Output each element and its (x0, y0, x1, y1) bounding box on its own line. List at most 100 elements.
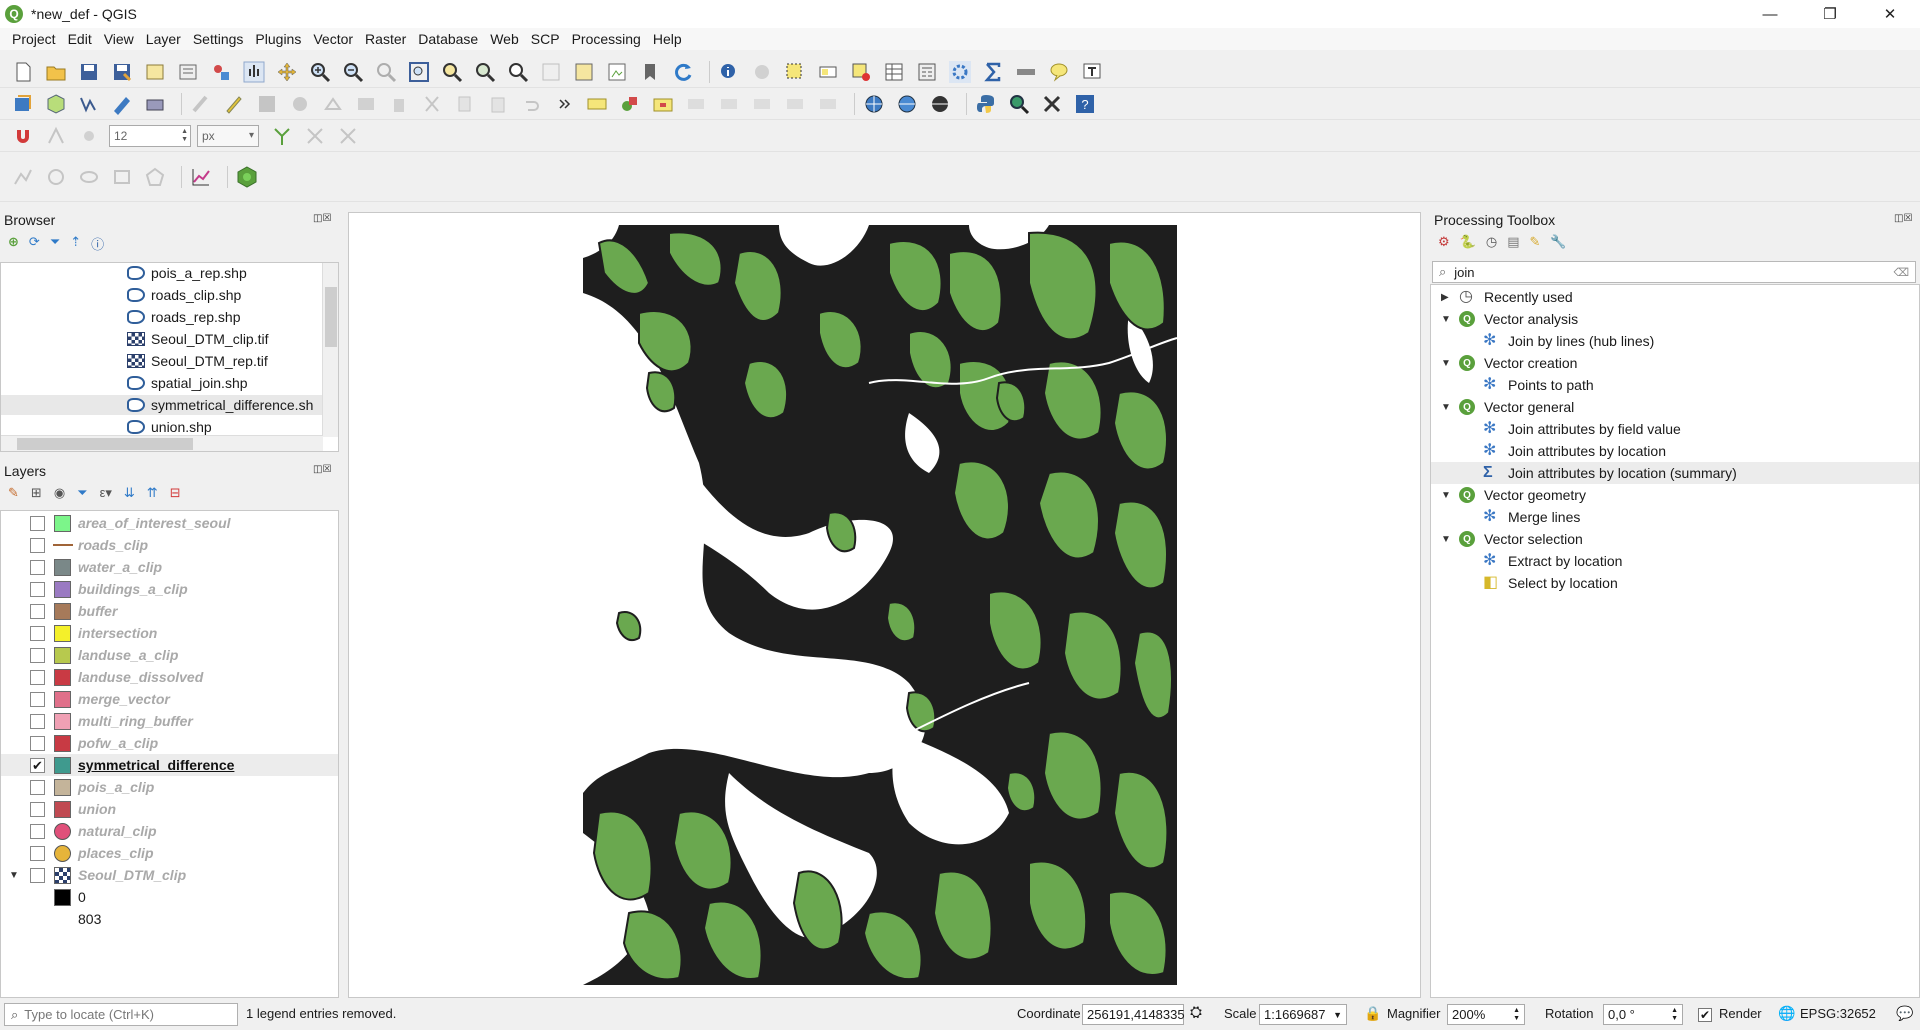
statistics-sigma-icon[interactable] (980, 59, 1006, 85)
browser-item[interactable]: spatial_join.shp (127, 373, 248, 393)
zoom-to-selection-icon[interactable] (439, 59, 465, 85)
layer-visibility-checkbox[interactable] (30, 603, 45, 619)
rotation-spinbox[interactable]: 0,0 ° ▲ ▼ (1603, 1004, 1683, 1025)
search-tool-icon[interactable] (1006, 91, 1032, 117)
collapse-all-layers-icon[interactable]: ⇈ (146, 485, 158, 500)
processing-algorithm-row[interactable]: ✻ Merge lines (1431, 506, 1919, 528)
layer-row[interactable]: landuse_a_clip (1, 644, 338, 666)
menu-plugins[interactable]: Plugins (255, 31, 302, 47)
layer-visibility-checkbox[interactable] (30, 647, 45, 663)
map-tips-icon[interactable] (1046, 59, 1072, 85)
processing-algorithm-row[interactable]: ✻ Points to path (1431, 374, 1919, 396)
browser-item[interactable]: Seoul_DTM_clip.tif (127, 329, 269, 349)
processing-group-row[interactable]: ▼ Q Vector general (1431, 396, 1919, 418)
rotate-label-icon[interactable] (782, 91, 808, 117)
filter-expression-icon[interactable]: ε▾ (99, 485, 112, 500)
map-canvas[interactable] (348, 212, 1421, 998)
processing-group-row[interactable]: ▼ Q Vector analysis (1431, 308, 1919, 330)
add-selected-icon[interactable]: ⊕ (8, 234, 19, 249)
layer-visibility-checkbox[interactable] (30, 801, 45, 817)
add-line-icon[interactable] (10, 164, 36, 190)
layer-row[interactable]: union (1, 798, 338, 820)
zoom-next-icon[interactable] (571, 59, 597, 85)
magnifier-spinbox[interactable]: 200% ▲ ▼ (1447, 1004, 1525, 1025)
add-wms-icon[interactable] (861, 91, 887, 117)
results-viewer-icon[interactable]: ▤ (1507, 234, 1520, 249)
help-icon[interactable]: ? (1072, 91, 1098, 117)
topological-editing-icon[interactable] (269, 123, 295, 149)
zoom-to-layer-icon[interactable] (472, 59, 498, 85)
layer-row[interactable]: places_clip (1, 842, 338, 864)
edit-features-in-place-icon[interactable]: ✎ (1529, 234, 1541, 249)
select-features-icon[interactable] (782, 59, 808, 85)
layer-visibility-checkbox[interactable] (30, 559, 45, 575)
layer-visibility-checkbox[interactable] (30, 537, 45, 553)
toggle-extents-icon[interactable]: ⛭ (1190, 1004, 1203, 1021)
dropdown-arrow-icon[interactable]: ▼ (1333, 1009, 1342, 1020)
pan-to-selection-icon[interactable] (274, 59, 300, 85)
new-project-icon[interactable] (10, 59, 36, 85)
snapping-magnet-icon[interactable] (10, 123, 36, 149)
browser-item-selected[interactable]: symmetrical_difference.sh (1, 395, 323, 415)
layer-visibility-checkbox[interactable] (30, 735, 45, 751)
expand-arrow-icon[interactable]: ▼ (1441, 357, 1451, 369)
intersection-snap-icon[interactable] (302, 123, 328, 149)
layer-visibility-checkbox[interactable] (30, 581, 45, 597)
zoom-rubber-icon[interactable] (373, 59, 399, 85)
measure-icon[interactable] (1013, 59, 1039, 85)
current-edits-icon[interactable] (188, 91, 214, 117)
layer-row[interactable]: buffer (1, 600, 338, 622)
more-tools-icon[interactable] (551, 91, 577, 117)
zoom-native-icon[interactable] (505, 59, 531, 85)
expand-arrow-icon[interactable]: ▼ (1441, 533, 1451, 545)
new-virtual-layer-icon[interactable] (142, 91, 168, 117)
crs-globe-icon[interactable]: 🌐 (1778, 1005, 1796, 1021)
browser-item[interactable]: union.shp (127, 417, 212, 437)
actions-icon[interactable] (749, 59, 775, 85)
semi-automatic-classification-icon[interactable] (234, 164, 260, 190)
spin-arrows-icon[interactable]: ▲ ▼ (1513, 1006, 1520, 1022)
layer-row-active[interactable]: ✔ symmetrical_difference (1, 754, 338, 776)
processing-algorithm-row[interactable]: ✻ Join by lines (hub lines) (1431, 330, 1919, 352)
move-label-icon[interactable] (749, 91, 775, 117)
copy-icon[interactable] (452, 91, 478, 117)
snapping-units-select[interactable]: px (197, 124, 259, 147)
processing-algorithm-row[interactable]: ✻ Join attributes by location (1431, 440, 1919, 462)
map-render[interactable] (349, 213, 1420, 997)
history-icon[interactable]: ◷ (1485, 234, 1498, 249)
style-manager-icon[interactable] (208, 59, 234, 85)
processing-algorithm-row[interactable]: ✻ Join attributes by field value (1431, 418, 1919, 440)
layout-manager-icon[interactable] (175, 59, 201, 85)
menu-edit[interactable]: Edit (67, 31, 92, 47)
layer-row[interactable]: roads_clip (1, 534, 338, 556)
profile-tool-icon[interactable] (188, 164, 214, 190)
layer-row[interactable]: ▼ Seoul_DTM_clip (1, 864, 338, 886)
expand-all-icon[interactable]: ⇊ (123, 485, 135, 500)
zoom-out-icon[interactable] (340, 59, 366, 85)
data-source-manager-icon[interactable] (10, 91, 36, 117)
browser-item[interactable]: Seoul_DTM_rep.tif (127, 351, 268, 371)
expand-arrow-icon[interactable]: ▼ (1441, 401, 1451, 413)
menu-layer[interactable]: Layer (145, 31, 181, 47)
menu-vector[interactable]: Vector (313, 31, 354, 47)
layer-visibility-checkbox[interactable] (30, 625, 45, 641)
scale-select[interactable]: 1:1669687 ▼ (1259, 1004, 1347, 1025)
layer-row[interactable]: landuse_dissolved (1, 666, 338, 688)
layer-row[interactable]: merge_vector (1, 688, 338, 710)
layer-styling-icon[interactable] (617, 91, 643, 117)
processing-search-input[interactable]: ⌕ join ⌫ (1432, 261, 1916, 283)
add-ellipse-icon[interactable] (76, 164, 102, 190)
layer-visibility-checkbox[interactable] (30, 867, 45, 883)
layer-row[interactable]: buildings_a_clip (1, 578, 338, 600)
add-group-icon[interactable]: ⊞ (30, 485, 42, 500)
render-checkbox[interactable]: ✔ (1698, 1008, 1712, 1022)
filter-legend-icon[interactable]: ⏷ (77, 485, 88, 500)
layer-visibility-checkbox[interactable] (30, 669, 45, 685)
new-shapefile-icon[interactable] (76, 91, 102, 117)
snapping-mode-icon[interactable] (43, 123, 69, 149)
processing-algorithm-row[interactable]: ✻ Extract by location (1431, 550, 1919, 572)
menu-scp[interactable]: SCP (530, 31, 560, 47)
processing-group-row[interactable]: ▼ Q Vector geometry (1431, 484, 1919, 506)
vertex-tool-icon[interactable] (320, 91, 346, 117)
refresh-browser-icon[interactable]: ⟳ (28, 234, 40, 249)
